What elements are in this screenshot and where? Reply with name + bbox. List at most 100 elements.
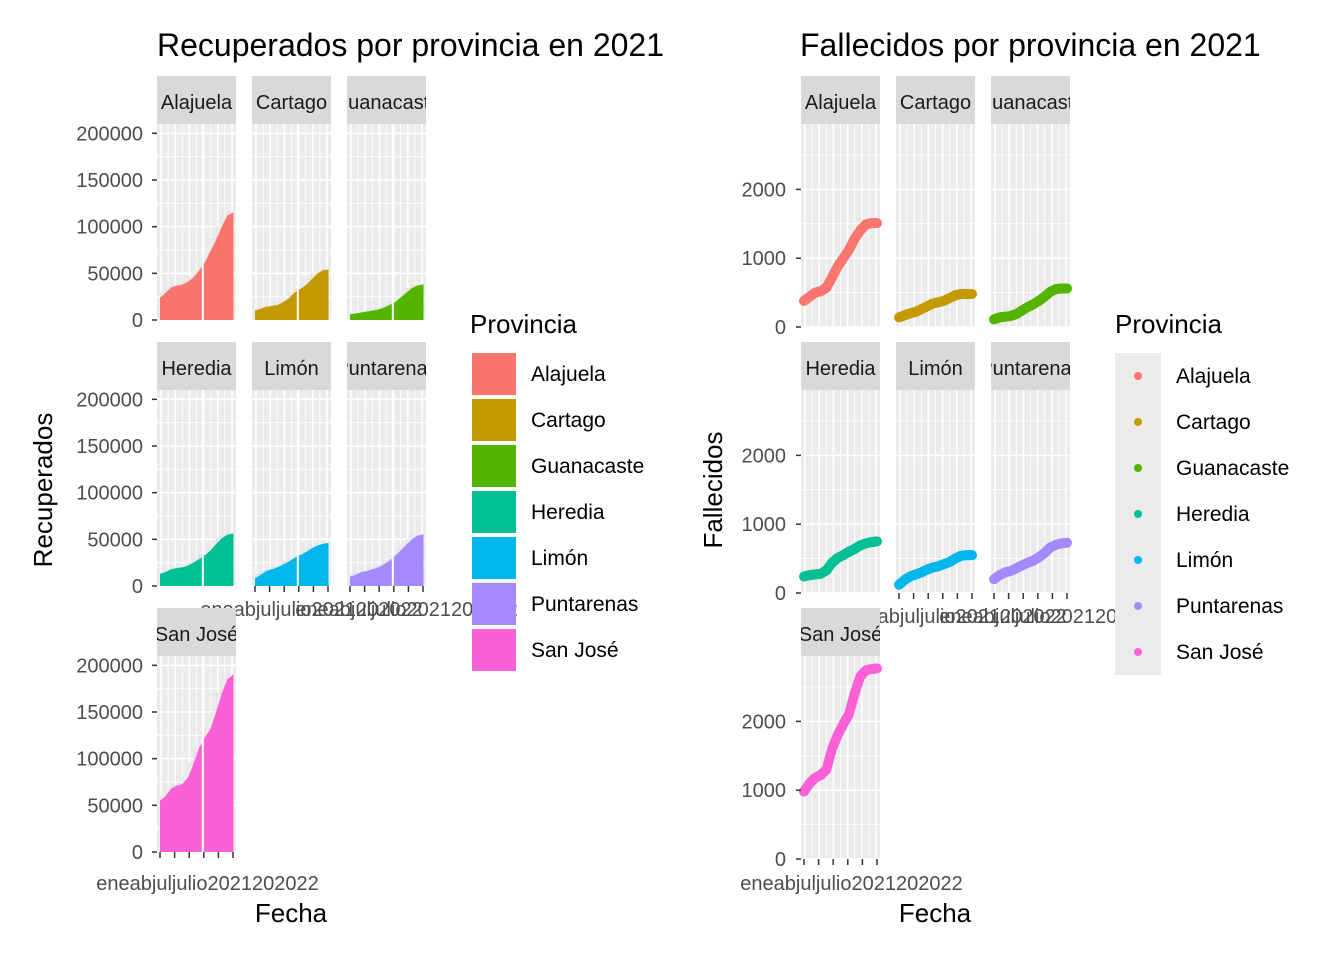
- y-tick-label: 0: [775, 849, 786, 871]
- profile-mask: [204, 728, 211, 738]
- profile-mask: [394, 297, 401, 303]
- legend-label: Heredia: [531, 501, 605, 524]
- legend-label: Alajuela: [1176, 365, 1251, 388]
- profile-mask: [394, 550, 401, 557]
- x-axis-title: Fecha: [899, 898, 972, 928]
- y-tick-label: 100000: [76, 217, 143, 239]
- profile-mask: [400, 544, 407, 551]
- facet-heredia: Heredia 0 50000 100000 150000 200000: [76, 342, 236, 598]
- y-tick-label: 200000: [76, 123, 143, 145]
- profile-mask: [355, 312, 362, 314]
- y-tick-label: 200000: [76, 655, 143, 677]
- facet-strip-label: Limón: [264, 358, 318, 380]
- facet-strip: [991, 76, 1070, 124]
- y-tick-label: 1000: [742, 780, 787, 802]
- legend-key: [472, 491, 516, 533]
- bar-area: [350, 534, 423, 586]
- profile-mask: [188, 763, 194, 778]
- profile-mask: [305, 548, 312, 553]
- point: [872, 218, 882, 229]
- profile-mask: [210, 712, 217, 729]
- y-tick-label: 50000: [87, 263, 143, 285]
- profile-mask: [216, 693, 222, 712]
- profile-mask: [176, 567, 183, 569]
- bar-area: [160, 674, 233, 852]
- profile-mask: [299, 552, 306, 556]
- profile-mask: [271, 567, 278, 570]
- facet-san-jose: San José 0 1000 2000 eneabjuljulio2021202022: [740, 608, 963, 895]
- profile-mask: [227, 674, 233, 680]
- profile-mask: [171, 785, 177, 789]
- profile-mask: [361, 311, 367, 313]
- profile-mask: [216, 538, 222, 544]
- facet-strip: [896, 342, 975, 390]
- facet-puntarenas: Puntarenas eneabjuljulio2021202022: [295, 342, 518, 621]
- facet-strip: [991, 342, 1070, 390]
- legend-label: Cartago: [1176, 411, 1251, 434]
- legend-key: [1134, 464, 1142, 472]
- profile-mask: [221, 534, 228, 539]
- y-tick-label: 2000: [742, 711, 787, 733]
- legend-key: [472, 399, 516, 441]
- facet-strip: [801, 342, 880, 390]
- fallecidos-chart: Fallecidos por provincia en 2021 Fallecid…: [698, 27, 1289, 928]
- legend-key: [472, 445, 516, 487]
- y-axis-title: Recuperados: [28, 413, 58, 568]
- profile-mask: [210, 544, 217, 551]
- profile-mask: [389, 302, 395, 306]
- y-tick-label: 150000: [76, 436, 143, 458]
- profile-mask: [171, 285, 177, 288]
- facet-strip-label: Heredia: [161, 358, 232, 380]
- legend-key: [1134, 510, 1142, 518]
- legend: Provincia Alajuela Cartago Guanacaste Heredi…: [1115, 309, 1289, 675]
- x-tick-labels: eneabjuljulio2021202022: [844, 606, 1066, 628]
- legend-label: Cartago: [531, 409, 606, 432]
- profile-mask: [316, 544, 323, 546]
- profile-mask: [260, 306, 267, 309]
- point: [872, 663, 882, 674]
- y-tick-label: 150000: [76, 702, 143, 724]
- facet-strip-label: Puntarenas: [335, 358, 437, 380]
- x-tick-labels: eneabjuljulio2021202022: [740, 873, 962, 895]
- bar-area: [255, 543, 328, 586]
- profile-mask: [176, 783, 183, 786]
- x-axis-title: Fecha: [255, 898, 328, 928]
- point: [1062, 537, 1072, 548]
- profile-mask: [171, 568, 177, 570]
- y-tick-label: 0: [132, 310, 143, 332]
- legend: Provincia Alajuela Cartago Guanacaste Heredi…: [470, 309, 644, 671]
- facet-strip-label: Cartago: [900, 92, 971, 114]
- profile-mask: [372, 567, 379, 570]
- facet-puntarenas: Puntarenas eneabjuljulio2021202022: [939, 342, 1162, 628]
- facet-strip: [252, 342, 331, 390]
- legend-label: Alajuela: [531, 363, 606, 386]
- profile-mask: [383, 560, 390, 565]
- legend-label: Heredia: [1176, 503, 1250, 526]
- profile-mask: [188, 562, 194, 566]
- profile-mask: [266, 569, 272, 572]
- profile-mask: [299, 285, 306, 290]
- legend-label: Puntarenas: [1176, 595, 1283, 618]
- y-tick-label: 100000: [76, 483, 143, 505]
- profile-mask: [400, 292, 407, 298]
- profile-mask: [366, 569, 373, 572]
- facet-strip: [896, 76, 975, 124]
- profile-mask: [361, 571, 367, 572]
- facet-strip: [157, 608, 236, 656]
- facet-heredia: Heredia 0 1000 2000: [742, 342, 882, 605]
- profile-mask: [271, 305, 278, 306]
- profile-mask: [193, 747, 200, 764]
- point: [967, 550, 977, 561]
- x-tick-labels: eneabjuljulio2021202022: [200, 599, 422, 621]
- facet-strip: [347, 342, 426, 390]
- facet-strip-label: San José: [155, 624, 238, 646]
- facet-limon: Limón eneabjuljulio2021202022: [200, 342, 423, 621]
- y-tick-label: 50000: [87, 529, 143, 551]
- facet-strip: [347, 76, 426, 124]
- profile-mask: [372, 309, 379, 311]
- legend-key: [472, 629, 516, 671]
- y-tick-label: 200000: [76, 389, 143, 411]
- x-tick-labels: eneabjuljulio2021202022: [939, 606, 1161, 628]
- facet-strip-label: Limón: [908, 358, 962, 380]
- profile-mask: [182, 281, 189, 285]
